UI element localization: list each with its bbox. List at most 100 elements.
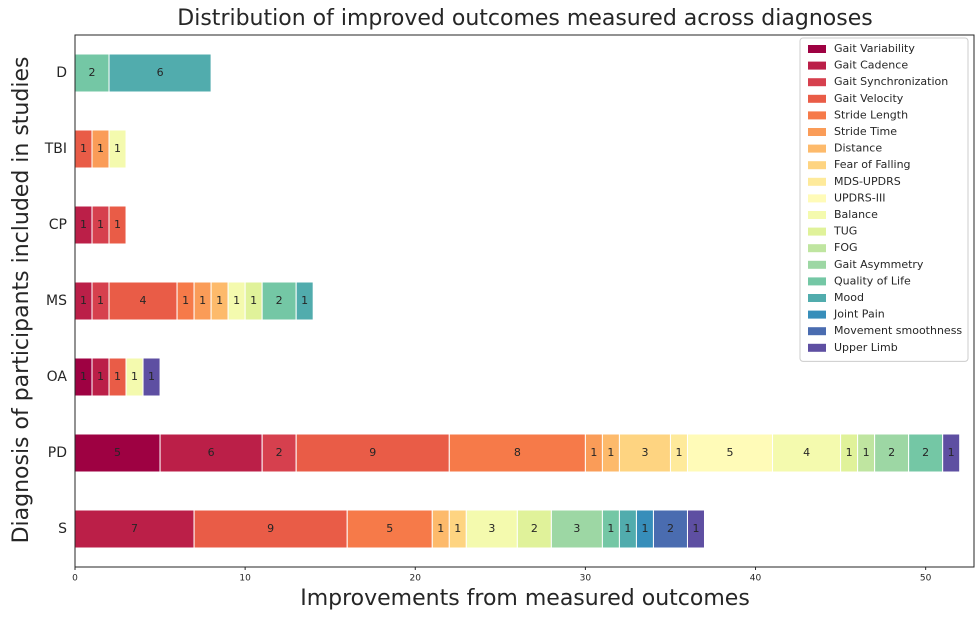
bar-segment (74, 53, 110, 93)
legend-swatch (808, 144, 826, 153)
legend-swatch (808, 327, 826, 336)
legend-label: TUG (833, 225, 857, 238)
legend-swatch (808, 61, 826, 70)
legend-label: Quality of Life (834, 274, 911, 287)
data-label: 1 (199, 294, 206, 307)
data-label: 1 (437, 522, 444, 535)
data-label: 3 (573, 522, 580, 535)
data-label: 2 (922, 446, 929, 459)
y-tick-label: S (58, 521, 67, 537)
y-tick-label: CP (49, 217, 67, 233)
legend-swatch (808, 111, 826, 120)
data-label: 1 (233, 294, 240, 307)
legend-label: Mood (834, 291, 864, 304)
x-tick-label: 10 (239, 574, 251, 584)
data-label: 9 (369, 446, 376, 459)
data-label: 1 (675, 446, 682, 459)
bar-segment (108, 129, 127, 169)
x-tick-label: 50 (920, 574, 932, 584)
data-label: 2 (276, 446, 283, 459)
legend-label: Gait Velocity (834, 92, 904, 105)
legend-label: MDS-UPDRS (834, 175, 901, 188)
data-label: 1 (590, 446, 597, 459)
data-label: 1 (454, 522, 461, 535)
data-label: 1 (80, 294, 87, 307)
data-label: 5 (727, 446, 734, 459)
data-label: 6 (157, 66, 164, 79)
bar-segment (108, 53, 212, 93)
y-axis-label: Diagnosis of participants included in st… (9, 57, 34, 544)
legend-swatch (808, 227, 826, 236)
legend-label: Gait Synchronization (834, 75, 948, 88)
data-label: 1 (80, 370, 87, 383)
legend-label: Gait Variability (834, 42, 915, 55)
legend-swatch (808, 343, 826, 352)
data-label: 1 (846, 446, 853, 459)
legend-swatch (808, 310, 826, 319)
bar-segment (261, 281, 297, 321)
data-label: 1 (692, 522, 699, 535)
data-label: 1 (607, 446, 614, 459)
legend-label: Upper Limb (834, 341, 898, 354)
legend-label: Gait Asymmetry (834, 258, 924, 271)
data-label: 1 (97, 142, 104, 155)
data-label: 4 (803, 446, 810, 459)
y-tick-label: OA (47, 369, 68, 385)
bar-segment (108, 281, 178, 321)
data-label: 1 (114, 142, 121, 155)
legend-swatch (808, 260, 826, 269)
bar-segment (874, 433, 910, 473)
legend-swatch (808, 194, 826, 203)
data-label: 9 (267, 522, 274, 535)
legend-label: Gait Cadence (834, 59, 908, 72)
legend-label: UPDRS-III (834, 191, 885, 204)
legend-label: Fear of Falling (834, 158, 911, 171)
data-label: 1 (114, 218, 121, 231)
legend-swatch (808, 177, 826, 186)
bar-segment (652, 509, 688, 549)
legend-swatch (808, 161, 826, 170)
data-label: 1 (97, 370, 104, 383)
x-axis-label: Improvements from measured outcomes (300, 586, 750, 611)
legend-swatch (808, 294, 826, 302)
data-label: 1 (216, 294, 223, 307)
legend-swatch (808, 45, 826, 53)
data-label: 1 (114, 370, 121, 383)
data-label: 1 (97, 218, 104, 231)
x-tick-label: 40 (750, 574, 762, 584)
legend-label: Stride Length (834, 108, 908, 121)
x-tick-label: 0 (72, 574, 78, 584)
chart-title: Distribution of improved outcomes measur… (177, 6, 872, 31)
data-label: 8 (514, 446, 521, 459)
bar-segment (346, 509, 433, 549)
bar-segment (618, 433, 671, 473)
data-label: 3 (488, 522, 495, 535)
plot-frame (74, 34, 975, 568)
bar-segment (295, 433, 450, 473)
x-tick-label: 20 (410, 574, 422, 584)
bar-segment (465, 509, 518, 549)
data-label: 5 (386, 522, 393, 535)
bar-segment (686, 509, 705, 549)
bar-segment (74, 509, 195, 549)
y-tick-label: MS (46, 293, 67, 309)
data-label: 1 (607, 522, 614, 535)
legend-label: Distance (834, 142, 882, 155)
y-tick-label: D (56, 65, 67, 81)
data-label: 1 (301, 294, 308, 307)
x-tick-label: 30 (580, 574, 592, 584)
data-label: 1 (148, 370, 155, 383)
data-label: 1 (250, 294, 257, 307)
bar-segment (448, 433, 586, 473)
legend-swatch (808, 277, 826, 286)
data-label: 5 (114, 446, 121, 459)
data-label: 1 (624, 522, 631, 535)
legend-swatch (808, 128, 826, 136)
data-label: 4 (140, 294, 147, 307)
data-label: 1 (641, 522, 648, 535)
legend-label: Joint Pain (833, 308, 885, 321)
data-label: 2 (888, 446, 895, 459)
bar-segment (159, 433, 263, 473)
data-label: 1 (182, 294, 189, 307)
